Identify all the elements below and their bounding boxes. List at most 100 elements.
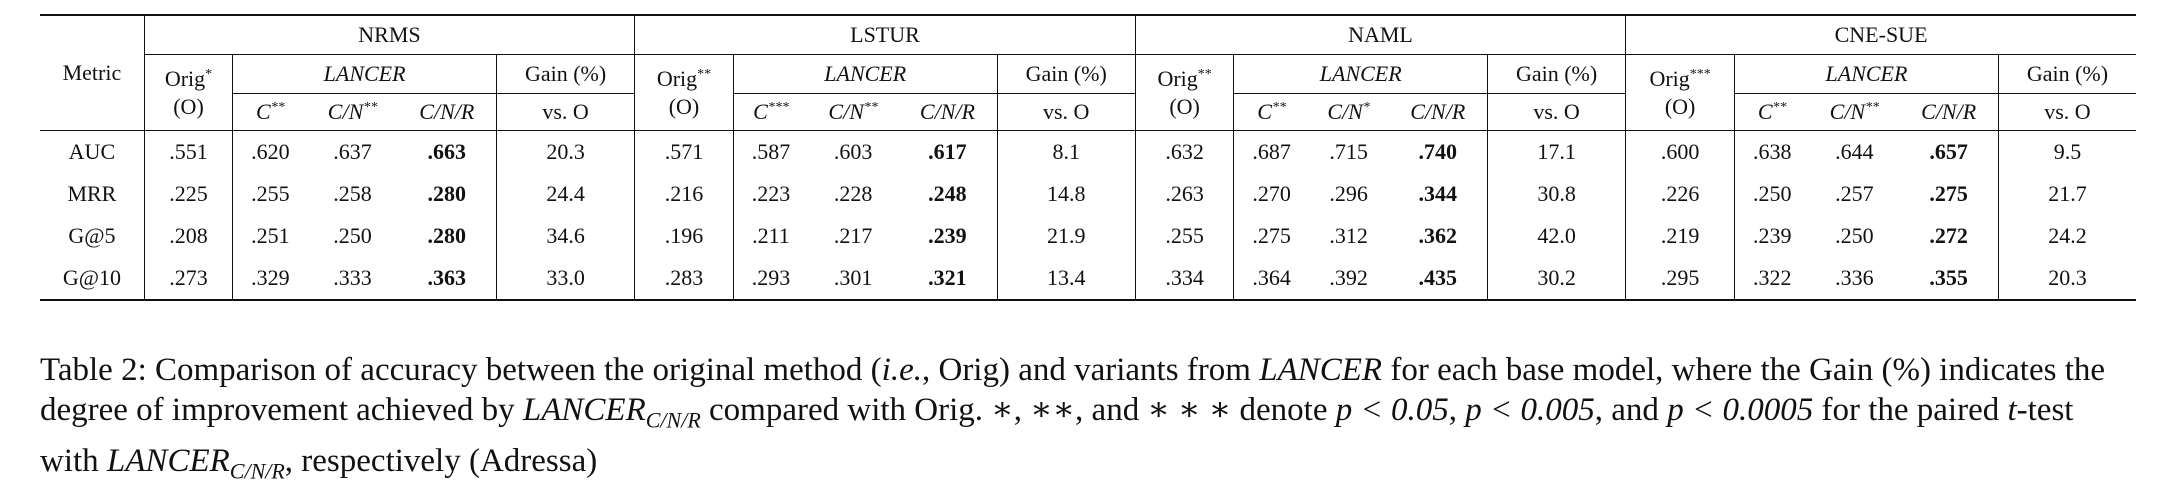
- table-row: G@10 .273.329 .333 .363 33.0.283.293 .301 .321…: [40, 257, 2136, 300]
- variant-header: C/N**: [307, 94, 397, 131]
- caption-subscript: C/N/R: [645, 407, 701, 433]
- variant-value-cell: .687: [1233, 130, 1309, 173]
- variant-label: C/N/R: [419, 99, 475, 125]
- gain-value-cell: 9.5: [1997, 130, 2136, 173]
- significance-marker: **: [270, 100, 285, 116]
- caption-text: , respectively (Adressa): [284, 442, 598, 479]
- variant-header: C**: [1734, 93, 1810, 131]
- variant-label: C/N/R: [1410, 99, 1466, 125]
- caption-subscript: C/N/R: [229, 458, 285, 484]
- orig-value-cell: .263: [1134, 173, 1234, 215]
- variant-header: C***: [732, 93, 809, 131]
- variant-value-cell: .638: [1734, 130, 1810, 173]
- caption-lancer: LANCER: [106, 442, 230, 479]
- orig-value-cell: .225: [143, 173, 233, 215]
- best-value-cell: .344: [1418, 181, 1458, 207]
- orig-value-cell: .600: [1625, 130, 1735, 173]
- variant-label: C/N/R: [1921, 99, 1977, 125]
- lancer-header: LANCER: [232, 54, 497, 94]
- variant-value-cell: .211: [732, 215, 809, 257]
- gain-value-cell: 20.3: [1997, 257, 2136, 300]
- variant-value-cell: .392: [1329, 265, 1368, 291]
- caption-text: Table 2: Comparison of accuracy between …: [40, 352, 882, 388]
- caption-lancer: LANCER: [522, 392, 646, 428]
- variant-value-cell: .255: [232, 173, 308, 215]
- variant-value-cell: .296: [1329, 181, 1368, 207]
- gain-value-cell: 30.2: [1486, 257, 1626, 300]
- variant-value-cell: .715: [1329, 139, 1368, 165]
- orig-value-cell: .283: [634, 257, 734, 300]
- table-row: AUC .551.620 .637 .663 20.3.571.587 .603 .617 8…: [40, 130, 2136, 173]
- significance-marker: **: [1772, 100, 1787, 116]
- variant-header: C/N/R: [898, 94, 997, 131]
- metric-cell: G@5: [68, 223, 116, 249]
- best-value-cell: .362: [1418, 223, 1458, 249]
- gain-value-cell: 20.3: [496, 130, 635, 173]
- table-variant-header-row: C** C/N** C/N/R vs. O C*** C/N** C/N/R vs. O C**…: [40, 93, 2136, 131]
- significance-marker: **: [863, 100, 878, 116]
- lancer-header: LANCER: [1233, 54, 1488, 94]
- significance-marker: **: [1271, 100, 1286, 116]
- variant-header: C/N/R: [398, 94, 497, 131]
- variant-value-cell: .217: [833, 223, 873, 249]
- gain-value-cell: 13.4: [996, 257, 1136, 300]
- variant-value-cell: .322: [1734, 257, 1810, 300]
- gain-value-cell: 17.1: [1486, 130, 1626, 173]
- variant-label: C: [1257, 99, 1272, 125]
- vs-orig-header: vs. O: [496, 93, 635, 131]
- lancer-header: LANCER: [1734, 54, 1999, 94]
- variant-value-cell: .293: [732, 257, 809, 300]
- significance-marker: **: [363, 100, 378, 116]
- variant-label: C: [1757, 99, 1773, 125]
- best-value-cell: .275: [1929, 181, 1968, 207]
- vs-orig-header: vs. O: [1486, 93, 1626, 131]
- significance-marker: **: [1197, 67, 1212, 82]
- significance-marker: ***: [1689, 67, 1711, 82]
- variant-value-cell: .620: [232, 130, 308, 173]
- model-header-naml: NAML: [1134, 15, 1626, 55]
- table-group-header-row: Metric NRMS LSTUR NAML CNE-SUE: [40, 15, 2136, 85]
- variant-value-cell: .637: [333, 139, 372, 165]
- variant-header: C/N/R: [1389, 94, 1488, 131]
- variant-header: C**: [232, 93, 308, 131]
- caption-text: compared with Orig. ∗, ∗∗, and ∗ ∗ ∗ den…: [700, 392, 1336, 428]
- significance-marker: **: [697, 67, 712, 82]
- caption-text: for the paired: [1813, 392, 2008, 428]
- variant-value-cell: .333: [333, 265, 372, 291]
- vs-orig-header: vs. O: [1997, 93, 2136, 131]
- best-value-cell: .272: [1929, 223, 1968, 249]
- orig-value-cell: .226: [1625, 173, 1735, 215]
- variant-value-cell: .250: [333, 223, 372, 249]
- orig-o-label: (O): [173, 93, 204, 119]
- variant-value-cell: .250: [1835, 223, 1874, 249]
- variant-header: C/N*: [1309, 94, 1389, 131]
- variant-value-cell: .228: [833, 181, 873, 207]
- best-value-cell: .663: [427, 139, 467, 165]
- gain-value-cell: 42.0: [1486, 215, 1626, 257]
- orig-header: Orig*** (O): [1625, 54, 1735, 131]
- orig-value-cell: .255: [1134, 215, 1234, 257]
- best-value-cell: .355: [1929, 265, 1968, 291]
- caption-p-value: p < 0.0005: [1667, 392, 1814, 428]
- orig-label: Orig: [1157, 66, 1198, 91]
- variant-label: C/N: [327, 99, 364, 125]
- table-sub-header-row: Orig* (O) LANCER Gain (%) Orig** (O) LANCER Gai…: [40, 54, 2136, 131]
- best-value-cell: .435: [1418, 265, 1458, 291]
- caption-text: , and: [1594, 392, 1668, 428]
- significance-marker: ***: [767, 100, 789, 116]
- best-value-cell: .363: [427, 265, 467, 291]
- variant-value-cell: .250: [1734, 173, 1810, 215]
- caption-text: for each base model, where the Gain (%) …: [40, 352, 2106, 428]
- orig-header: Orig** (O): [1134, 54, 1234, 131]
- caption-t: t: [2007, 392, 2017, 428]
- variant-label: C: [753, 99, 768, 125]
- gain-header: Gain (%): [996, 54, 1136, 94]
- variant-value-cell: .587: [732, 130, 809, 173]
- metric-cell: MRR: [67, 181, 117, 207]
- variant-value-cell: .270: [1233, 173, 1309, 215]
- orig-value-cell: .196: [634, 215, 734, 257]
- gain-value-cell: 33.0: [496, 257, 635, 300]
- orig-header: Orig** (O): [634, 54, 734, 131]
- variant-header: C**: [1233, 93, 1309, 131]
